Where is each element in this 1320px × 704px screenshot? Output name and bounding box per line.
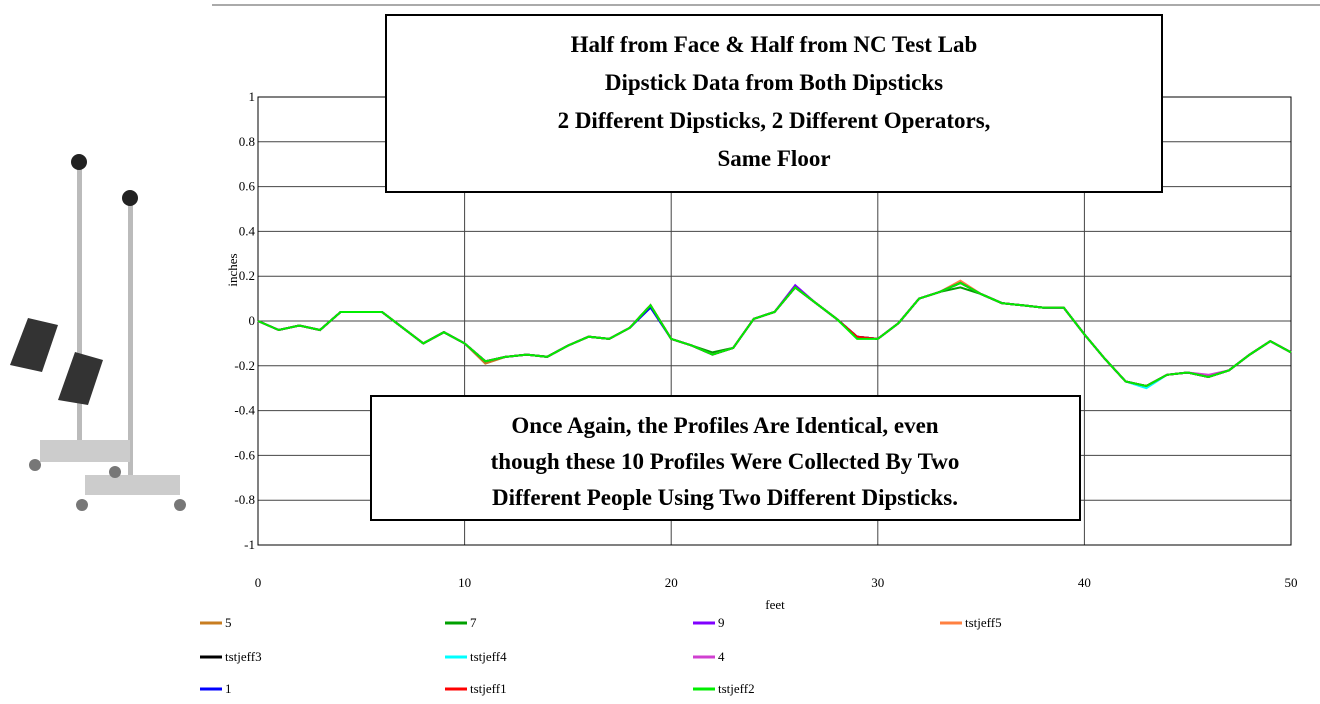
legend-label: 5	[225, 615, 232, 630]
y-axis-label: inches	[225, 253, 240, 286]
y-tick-label: 0.2	[239, 268, 255, 283]
x-tick-label: 50	[1285, 575, 1298, 590]
legend-label: tstjeff2	[718, 681, 755, 696]
annotation-line: though these 10 Profiles Were Collected …	[491, 449, 960, 474]
title-line: Dipstick Data from Both Dipsticks	[605, 70, 943, 95]
legend-label: 9	[718, 615, 725, 630]
annotation-line: Once Again, the Profiles Are Identical, …	[511, 413, 938, 438]
title-box	[385, 14, 1163, 193]
y-tick-label: -0.4	[234, 403, 255, 418]
dipstick-illustration	[10, 154, 186, 511]
y-tick-label: -0.6	[234, 447, 255, 462]
y-tick-label: 0.6	[239, 179, 256, 194]
annotation-line: Different People Using Two Different Dip…	[492, 485, 958, 510]
legend-label: 1	[225, 681, 232, 696]
title-line: Same Floor	[717, 146, 830, 171]
title-line: Half from Face & Half from NC Test Lab	[571, 32, 978, 57]
legend-label: 4	[718, 649, 725, 664]
y-tick-label: -1	[244, 537, 255, 552]
y-tick-label: 0.4	[239, 223, 256, 238]
x-tick-label: 0	[255, 575, 262, 590]
x-axis-label: feet	[765, 597, 785, 612]
y-tick-label: 1	[249, 89, 256, 104]
y-tick-label: -0.8	[234, 492, 255, 507]
x-tick-label: 30	[871, 575, 884, 590]
legend-label: tstjeff1	[470, 681, 507, 696]
legend-label: tstjeff4	[470, 649, 507, 664]
series-line	[257, 281, 1292, 388]
series-line	[257, 279, 1292, 388]
title-line: 2 Different Dipsticks, 2 Different Opera…	[558, 108, 991, 133]
y-tick-label: -0.2	[234, 358, 255, 373]
annotation-box	[370, 395, 1081, 521]
legend-label: tstjeff5	[965, 615, 1002, 630]
x-tick-label: 40	[1078, 575, 1091, 590]
legend-label: 7	[470, 615, 477, 630]
x-tick-label: 20	[665, 575, 678, 590]
x-tick-label: 10	[458, 575, 471, 590]
legend-label: tstjeff3	[225, 649, 262, 664]
y-tick-label: 0.8	[239, 134, 255, 149]
y-tick-label: 0	[249, 313, 256, 328]
